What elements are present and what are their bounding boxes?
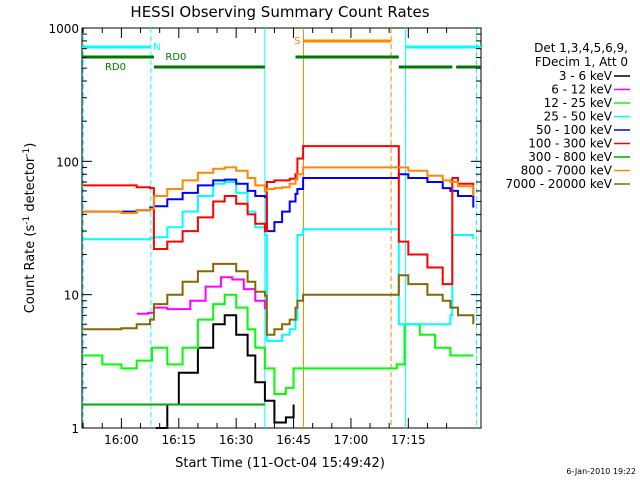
series-100-300-kev	[83, 145, 475, 286]
legend-label-6-12-kev: 6 - 12 keV	[551, 83, 613, 97]
y-tick-label: 1000	[48, 22, 79, 36]
series-3-6-kev	[155, 314, 295, 429]
legend-header-2: FDecim 1, Att 0	[535, 55, 628, 69]
x-tick-label: 16:45	[276, 433, 311, 447]
plot-area	[81, 27, 482, 429]
legend: Det 1,3,4,5,6,9, FDecim 1, Att 0 3 - 6 k…	[505, 41, 630, 191]
series-7000-20000-kev	[83, 262, 475, 336]
legend-label-12-25-kev: 12 - 25 keV	[544, 96, 613, 110]
y-tick-label: 10	[64, 289, 79, 303]
annotation-n-0: N	[153, 42, 160, 53]
flag-bars: N RD0 RD0 S	[82, 36, 481, 73]
legend-label-800-7000-kev: 800 - 7000 keV	[521, 164, 613, 178]
x-tick-label: 17:15	[391, 433, 426, 447]
legend-label-300-800-kev: 300 - 800 keV	[528, 150, 612, 164]
legend-label-25-50-kev: 25 - 50 keV	[544, 110, 613, 124]
x-tick-label: 16:15	[161, 433, 196, 447]
annotation-rd0-1: RD0	[165, 52, 186, 63]
series-lines	[83, 145, 475, 429]
y-axis-label: Count Rate (s-1 detector-1)	[22, 143, 38, 314]
annotation-rd0-2: RD0	[105, 62, 126, 73]
legend-header-1: Det 1,3,4,5,6,9,	[534, 41, 628, 55]
y-axis: 1 10 100 1000	[48, 22, 481, 436]
x-axis-label: Start Time (11-Oct-04 15:49:42)	[175, 456, 385, 471]
x-tick-label: 17:00	[334, 433, 369, 447]
footer-date: 6-Jan-2010 19:22	[566, 467, 636, 476]
legend-label-100-300-kev: 100 - 300 keV	[528, 137, 612, 151]
y-tick-label: 1	[71, 422, 79, 436]
chart-title: HESSI Observing Summary Count Rates	[130, 3, 429, 21]
x-axis: 16:00 16:15 16:30 16:45 17:00 17:15	[82, 28, 448, 447]
annotation-s-3: S	[294, 36, 300, 47]
x-tick-label: 16:30	[219, 433, 254, 447]
legend-label-50-100-kev: 50 - 100 keV	[536, 123, 613, 137]
legend-label-7000-20000-kev: 7000 - 20000 keV	[505, 177, 612, 191]
series-800-7000-kev	[83, 166, 475, 214]
x-tick-label: 16:00	[104, 433, 139, 447]
y-tick-label: 100	[56, 155, 79, 169]
legend-label-3-6-kev: 3 - 6 keV	[559, 69, 613, 83]
